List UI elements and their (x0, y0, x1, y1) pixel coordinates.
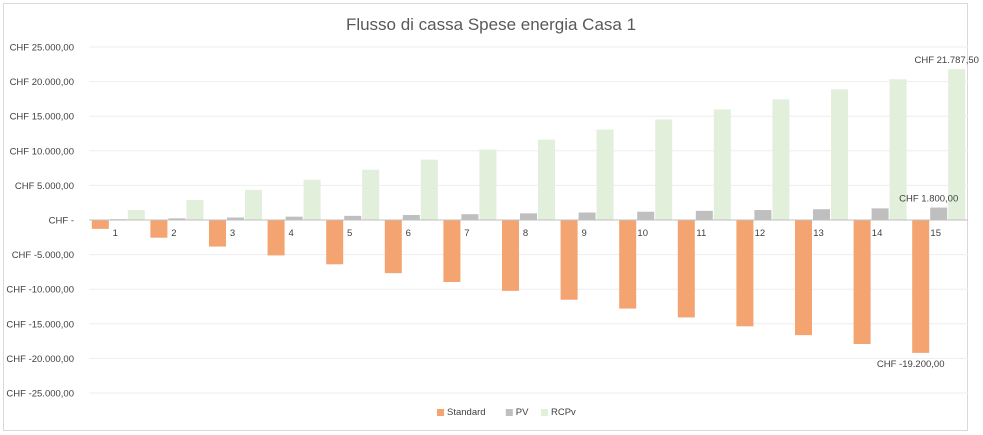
bar-pv-7 (461, 214, 479, 220)
bar-pv-13 (813, 209, 830, 220)
y-tick-label: CHF 25.000,00 (10, 43, 74, 54)
x-tick-label: 5 (347, 228, 352, 239)
x-tick-label: 8 (523, 228, 528, 239)
bar-rcpv-7 (479, 149, 497, 220)
x-tick-label: 2 (171, 228, 176, 239)
x-tick-label: 6 (406, 228, 411, 239)
legend: Standard PV RCPv (437, 407, 576, 418)
legend-swatch-standard (437, 409, 444, 416)
bar-pv-8 (520, 213, 537, 220)
x-axis-tick-labels: 1 2 3 4 5 6 7 8 9 10 11 12 13 14 15 (113, 228, 941, 239)
data-label-standard: CHF -19.200,00 (877, 359, 945, 370)
bar-rcpv-13 (831, 89, 848, 220)
bar-pv-3 (227, 217, 244, 220)
x-tick-label: 10 (637, 228, 648, 239)
bar-pv-12 (754, 210, 772, 220)
y-tick-label: CHF 10.000,00 (10, 146, 74, 157)
bar-rcpv-1 (127, 209, 145, 220)
gridlines (89, 46, 968, 394)
bar-rcpv-3 (245, 189, 262, 220)
y-tick-label: CHF -10.000,00 (6, 285, 74, 296)
chart-title: Flusso di cassa Spese energia Casa 1 (346, 15, 636, 34)
bar-standard-7 (443, 220, 461, 283)
x-tick-label: 12 (755, 228, 766, 239)
y-tick-label: CHF -5.000,00 (12, 250, 74, 261)
bar-rcpv-4 (303, 179, 321, 220)
y-axis-tick-labels: CHF 25.000,00 CHF 20.000,00 CHF 15.000,00 C… (6, 43, 74, 400)
bar-standard-8 (502, 220, 519, 291)
y-tick-label: CHF 15.000,00 (10, 112, 74, 123)
y-tick-label: CHF 5.000,00 (15, 181, 74, 192)
bar-pv-5 (344, 215, 362, 220)
bar-rcpv-9 (596, 129, 614, 220)
bar-rcpv-8 (538, 139, 555, 220)
bar-pv-4 (285, 216, 303, 220)
data-label-rcpv: CHF 21.787,50 (914, 55, 978, 66)
data-label-pv: CHF 1.800,00 (899, 194, 958, 205)
bar-rcpv-11 (713, 109, 731, 220)
bar-standard-12 (736, 220, 754, 327)
y-tick-label: CHF -15.000,00 (6, 319, 74, 330)
bar-pv-14 (871, 208, 889, 220)
bar-pv-6 (402, 215, 420, 220)
bar-standard-15 (912, 220, 930, 353)
bar-standard-4 (267, 220, 285, 256)
x-tick-label: 1 (113, 228, 118, 239)
bar-rcpv-14 (889, 79, 907, 220)
x-tick-label: 14 (872, 228, 883, 239)
bar-standard-13 (795, 220, 812, 336)
bar-rcpv-10 (655, 119, 673, 220)
legend-swatch-rcpv (541, 409, 548, 416)
bar-rcpv-15 (948, 69, 966, 220)
bar-standard-9 (560, 220, 578, 300)
bars (91, 69, 966, 353)
bar-rcpv-2 (186, 199, 204, 220)
bar-rcpv-5 (362, 169, 380, 220)
legend-label-standard: Standard (447, 407, 486, 418)
bar-standard-6 (384, 220, 402, 274)
bar-rcpv-6 (420, 159, 438, 220)
data-labels: CHF 21.787,50 CHF 1.800,00 CHF -19.200,00 (877, 55, 979, 370)
y-tick-label: CHF -25.000,00 (6, 389, 74, 400)
bar-pv-2 (168, 218, 186, 220)
legend-swatch-pv (505, 409, 513, 416)
bar-standard-5 (326, 220, 344, 265)
legend-label-rcpv: RCPv (551, 407, 576, 418)
bar-standard-2 (150, 220, 168, 238)
bar-standard-1 (91, 220, 109, 229)
bar-standard-14 (853, 220, 871, 345)
x-tick-label: 3 (230, 228, 235, 239)
bar-pv-9 (578, 212, 596, 220)
bar-standard-11 (677, 220, 695, 318)
bar-standard-3 (209, 220, 226, 247)
y-tick-label: CHF 20.000,00 (10, 77, 74, 88)
bar-pv-11 (695, 210, 713, 220)
y-tick-label: CHF - (49, 216, 74, 227)
legend-label-pv: PV (516, 407, 529, 418)
x-tick-label: 9 (581, 228, 586, 239)
x-tick-label: 11 (696, 228, 706, 239)
x-tick-label: 13 (813, 228, 824, 239)
x-tick-label: 4 (288, 228, 293, 239)
bar-pv-10 (637, 211, 655, 220)
x-tick-label: 15 (930, 228, 941, 239)
bar-pv-15 (930, 207, 948, 220)
bar-standard-10 (619, 220, 637, 309)
bar-rcpv-12 (772, 99, 790, 220)
y-tick-label: CHF -20.000,00 (6, 354, 74, 365)
x-tick-label: 7 (464, 228, 469, 239)
